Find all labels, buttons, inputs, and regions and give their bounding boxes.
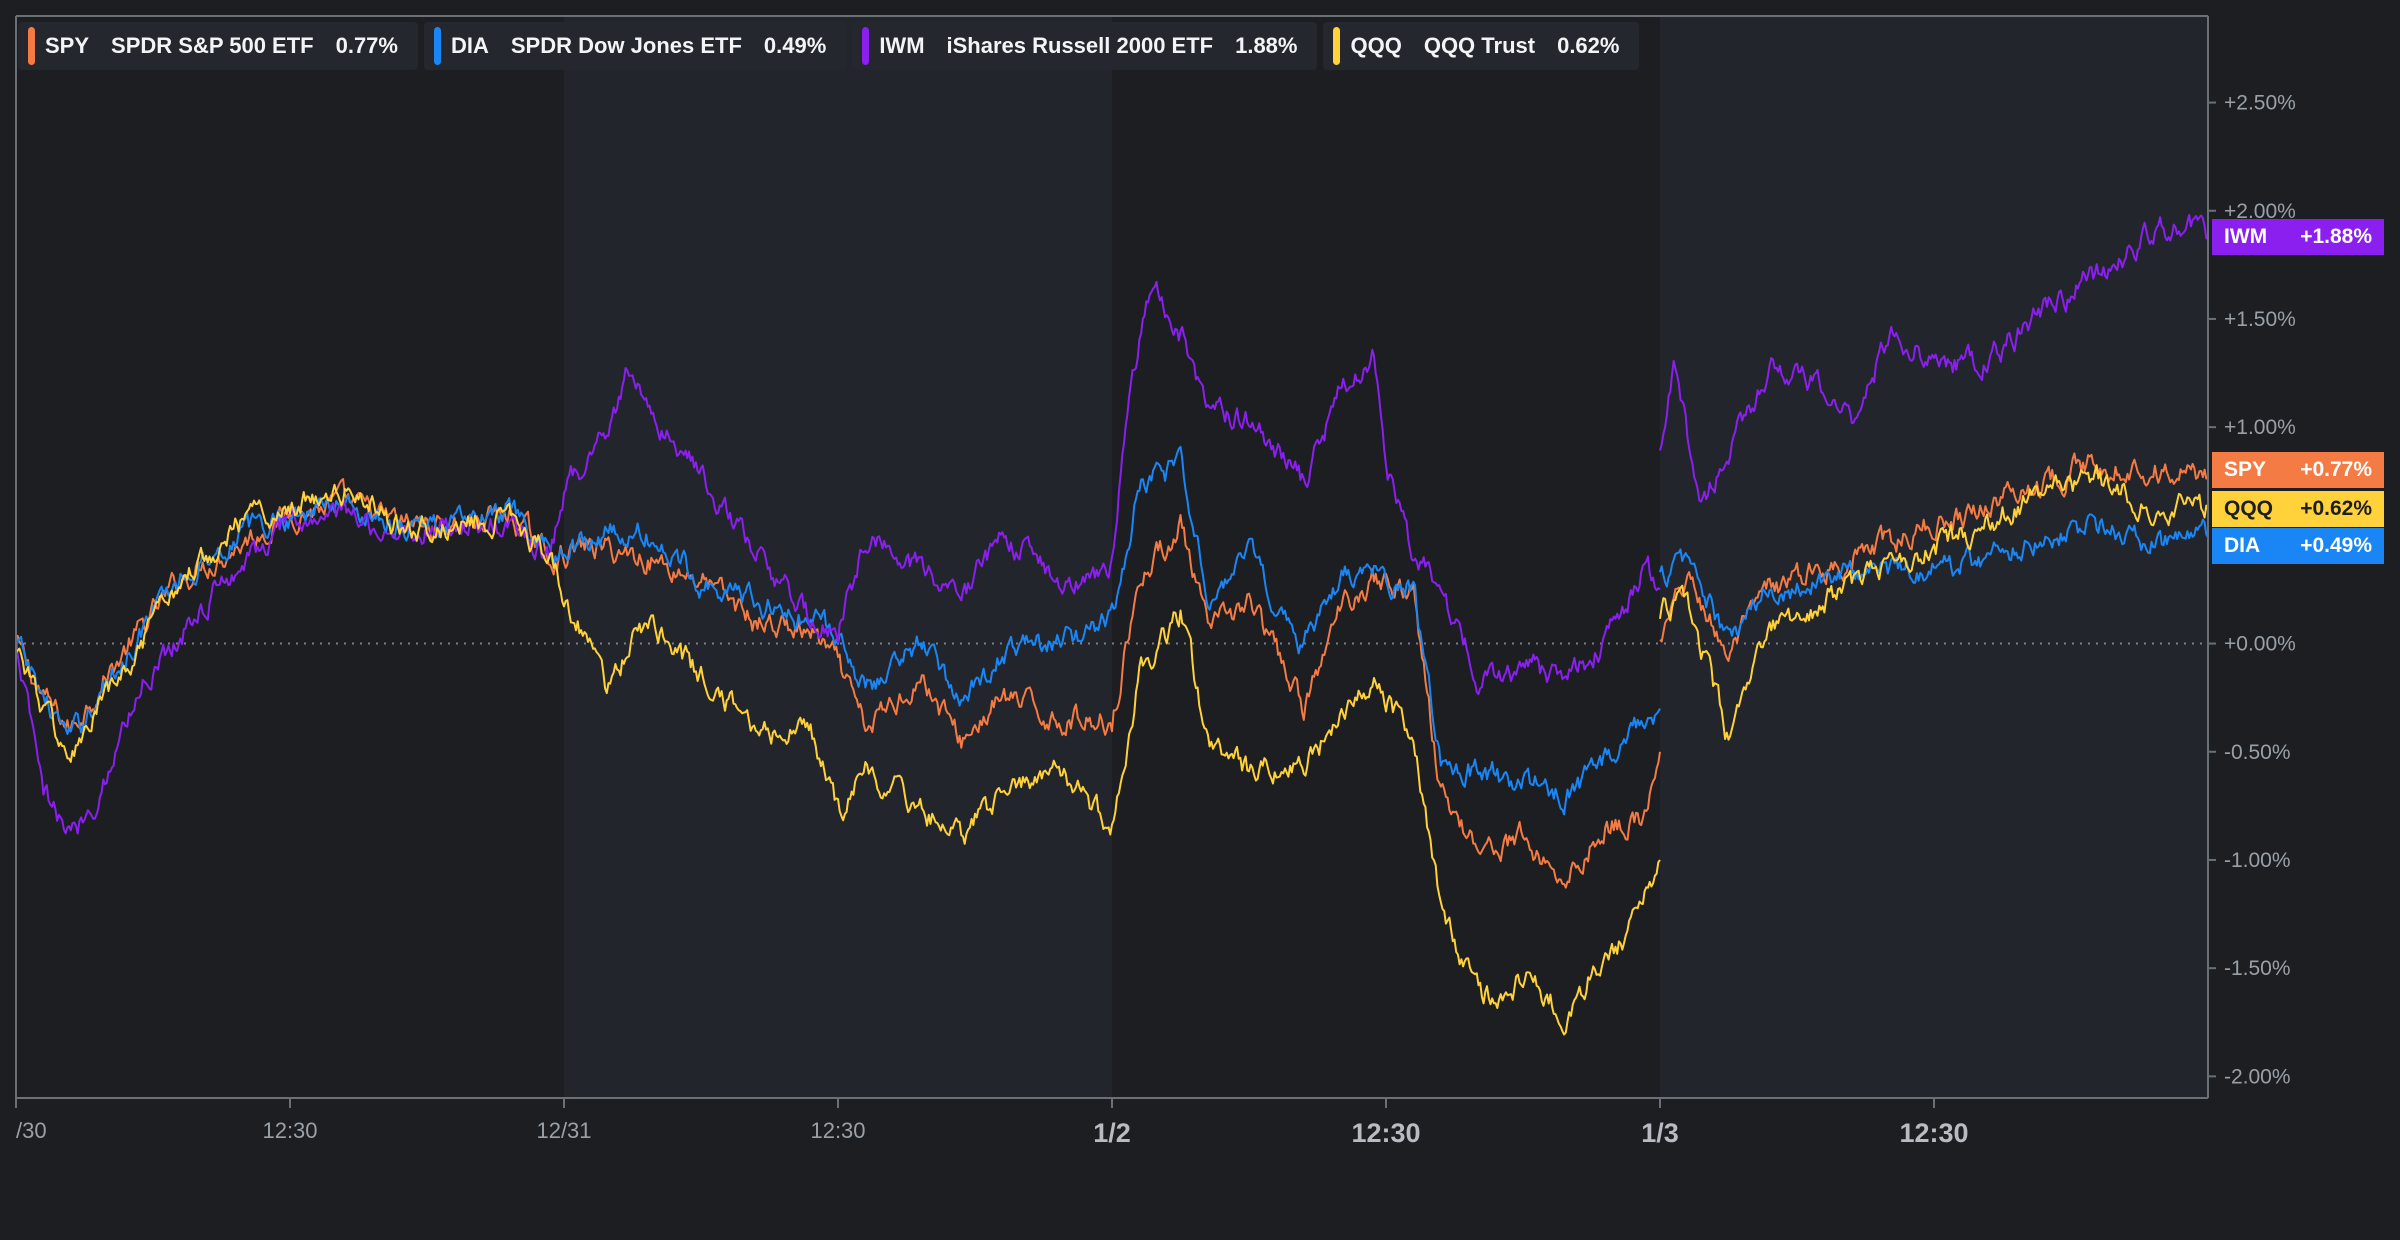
legend-name: SPDR S&P 500 ETF (111, 33, 314, 58)
end-label-ticker: QQQ (2224, 497, 2274, 521)
series-line-iwm (15, 280, 1661, 835)
legend-item-spy[interactable]: SPY SPDR S&P 500 ETF 0.77% (18, 22, 418, 70)
end-label-ticker: IWM (2224, 224, 2268, 248)
y-tick-label: +1.50% (2224, 308, 2296, 331)
end-label-ticker: SPY (2224, 458, 2267, 482)
legend-ticker: SPY (45, 33, 90, 58)
legend-change: 0.62% (1557, 33, 1620, 58)
legend-ticker: QQQ (1350, 33, 1402, 58)
y-tick-label: +2.50% (2224, 92, 2296, 115)
x-tick-label: 12/31 (536, 1118, 591, 1143)
end-label-value: +1.88% (2300, 224, 2372, 248)
y-tick-label: -0.50% (2224, 741, 2291, 764)
x-tick-label: 12:30 (1899, 1118, 1968, 1148)
session-band (564, 16, 1112, 1098)
legend-name: SPDR Dow Jones ETF (510, 33, 742, 58)
series-line-dia (15, 445, 1661, 816)
end-label-value: +0.62% (2300, 497, 2372, 521)
legend-name: iShares Russell 2000 ETF (946, 33, 1214, 58)
legend-change: 0.77% (335, 33, 398, 58)
series-line-qqq (1659, 464, 2209, 741)
y-tick-label: +0.00% (2224, 633, 2296, 656)
legend-item-qqq[interactable]: QQQ QQQ Trust 0.62% (1323, 22, 1640, 70)
y-tick-label: -1.00% (2224, 849, 2291, 872)
series-line-qqq (15, 483, 1661, 1036)
legend-swatch (862, 27, 870, 65)
legend-change: 0.49% (763, 33, 827, 58)
legend-swatch (1333, 27, 1341, 65)
end-label-ticker: DIA (2224, 534, 2261, 558)
y-tick-label: -1.50% (2224, 957, 2291, 980)
legend-swatch (28, 27, 35, 65)
end-label-spy: SPY +0.77% (2212, 452, 2384, 489)
legend-name: QQQ Trust (1423, 33, 1536, 58)
session-band (1660, 16, 2208, 1098)
legend-change: 1.88% (1235, 33, 1298, 58)
legend-swatch (433, 27, 441, 65)
series-line-dia (1659, 513, 2209, 637)
end-label-qqq: QQQ +0.62% (2212, 491, 2384, 528)
end-label-iwm: IWM +1.88% (2212, 218, 2384, 255)
axes: +2.50% +2.00% +1.50% +1.00% +0.00% -0.50% -1.0… (15, 15, 2296, 1148)
series-lines (15, 213, 2209, 1036)
y-tick-label: -2.00% (2224, 1065, 2291, 1088)
legend-ticker: IWM (879, 33, 925, 58)
x-tick-label: 12:30 (810, 1118, 865, 1143)
x-tick-label: /30 (16, 1118, 47, 1143)
legend: SPY SPDR S&P 500 ETF 0.77% DIA SPDR Dow … (18, 22, 1640, 70)
y-tick-label: +2.00% (2224, 200, 2296, 223)
legend-ticker: DIA (450, 33, 489, 58)
legend-item-iwm[interactable]: IWM iShares Russell 2000 ETF 1.88% (852, 22, 1318, 70)
x-tick-label: 12:30 (262, 1118, 317, 1143)
legend-item-dia[interactable]: DIA SPDR Dow Jones ETF 0.49% (423, 22, 847, 70)
y-tick-label: +1.00% (2224, 416, 2296, 439)
x-tick-label: 12:30 (1351, 1118, 1420, 1148)
end-label-dia: DIA +0.49% (2212, 528, 2384, 565)
x-tick-label: 1/3 (1641, 1118, 1679, 1148)
series-line-iwm (1659, 213, 2209, 503)
x-tick-label: 1/2 (1093, 1118, 1131, 1148)
end-label-value: +0.49% (2300, 534, 2372, 558)
end-label-value: +0.77% (2300, 458, 2372, 482)
